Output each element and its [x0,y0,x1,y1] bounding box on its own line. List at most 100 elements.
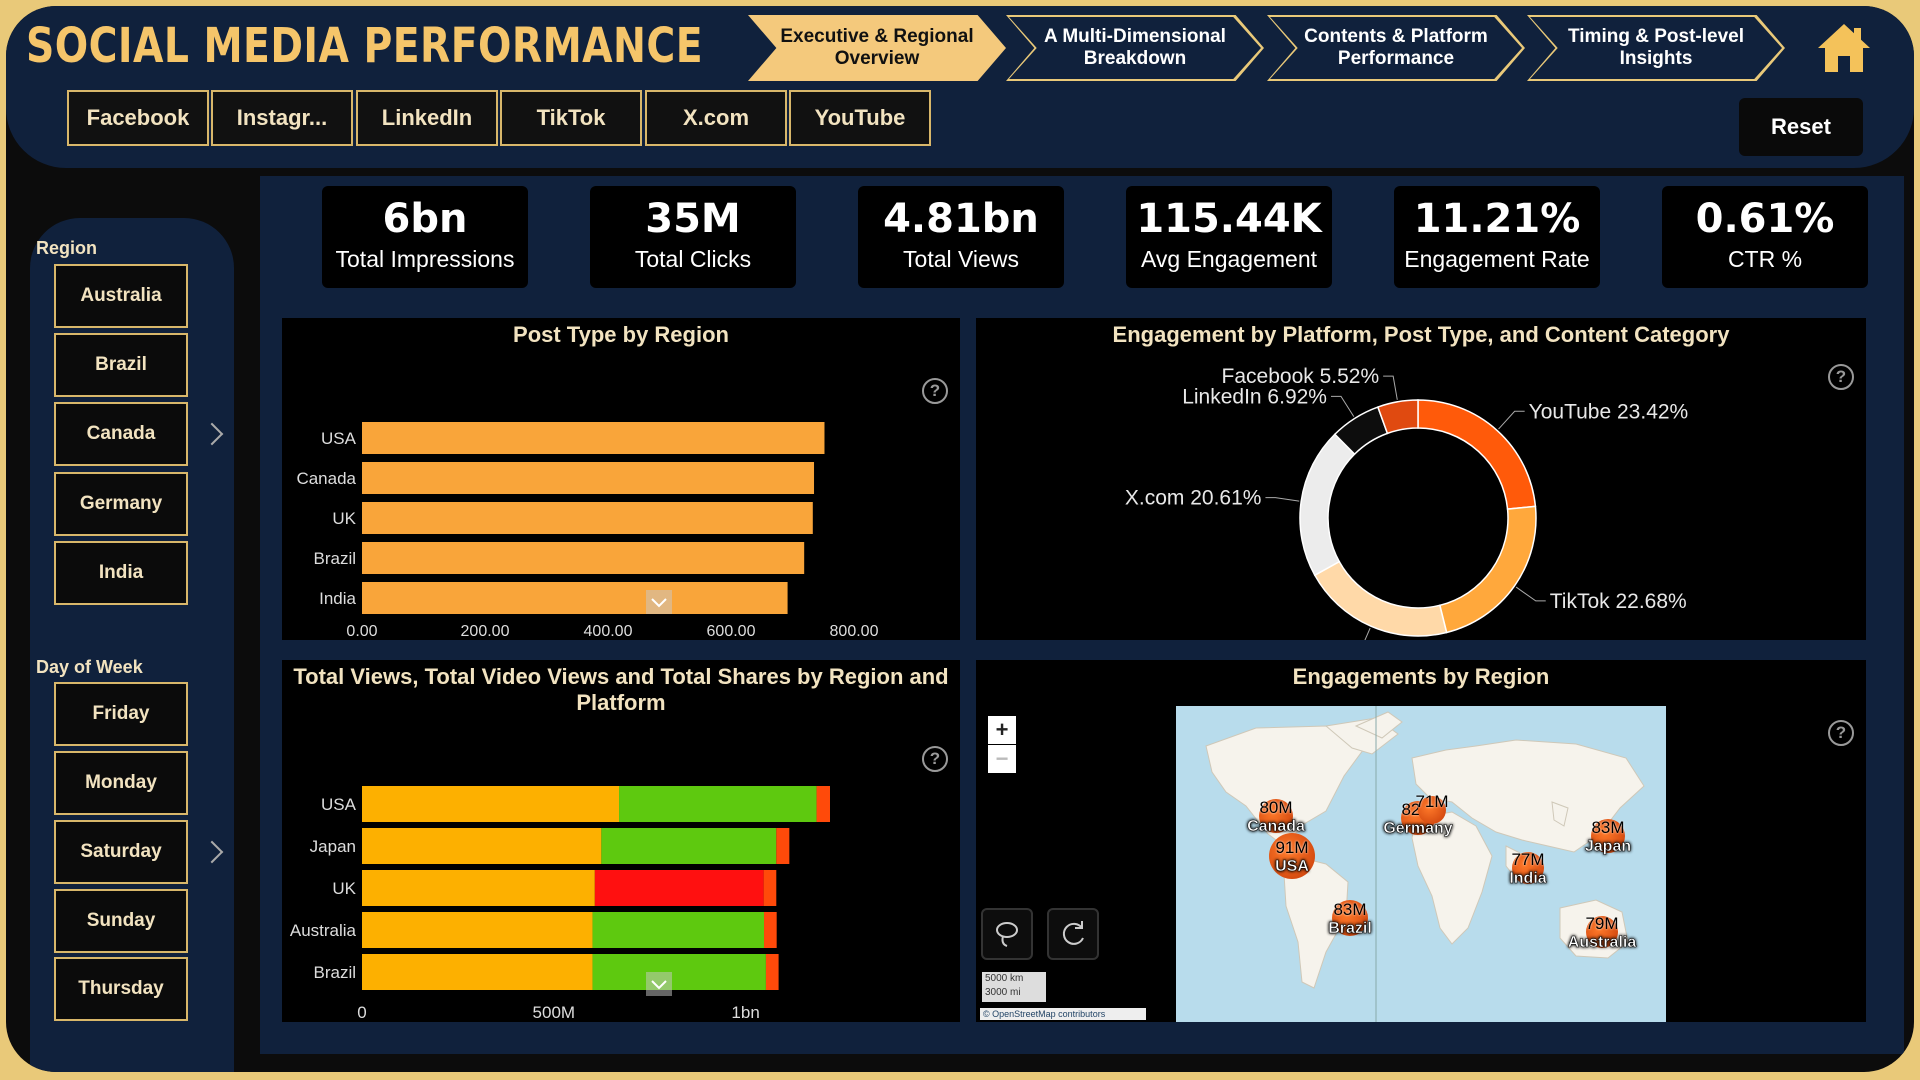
kpi-value: 11.21% [1413,196,1581,242]
scale-mi: 3000 mi [985,987,1021,998]
bar-segment[interactable] [619,786,817,822]
help-icon[interactable]: ? [1828,720,1854,746]
donut-slice[interactable] [1376,399,1419,435]
map-bubble[interactable] [1259,799,1293,833]
bar[interactable] [362,502,813,534]
region-item-india[interactable]: India [54,541,188,605]
region-item-australia[interactable]: Australia [54,264,188,328]
bubble-value: 71M [1415,792,1449,811]
day-item-friday[interactable]: Friday [54,682,188,746]
x-tick-label: 800.00 [830,623,879,640]
day-item-sunday[interactable]: Sunday [54,889,188,953]
region-item-germany[interactable]: Germany [54,472,188,536]
engagement-donut-chart: YouTube 23.42% TikTok 22.68% Instagram 20.… [1125,365,1688,640]
map-bubble[interactable] [1269,833,1315,879]
bar[interactable] [362,542,805,574]
region-item-brazil[interactable]: Brazil [54,333,188,397]
bar-segment[interactable] [816,786,830,822]
platform-button-instagram[interactable]: Instagr... [211,90,353,146]
slice-label: X.com 20.61% [1125,487,1262,510]
chart-title: Engagement by Platform, Post Type, and C… [1112,322,1730,347]
platform-button-facebook[interactable]: Facebook [67,90,209,146]
leader-line [1498,410,1525,430]
help-icon[interactable]: ? [922,378,948,404]
y-tick-label: USA [321,795,357,814]
reset-button[interactable]: Reset [1739,98,1863,156]
lasso-select-button[interactable] [981,908,1033,960]
help-icon[interactable]: ? [1828,364,1854,390]
bar-segment[interactable] [362,912,593,948]
donut-slice[interactable] [1313,560,1448,637]
map-scale-bar: 5000 km 3000 mi [982,972,1046,1002]
refresh-button[interactable] [1047,908,1099,960]
bar-segment[interactable] [764,912,777,948]
y-tick-label: Brazil [313,549,356,568]
tab-multi-dimensional[interactable]: A Multi-Dimensional Breakdown [1006,15,1264,81]
y-tick-label: Canada [296,469,356,488]
leader-line [1265,497,1300,502]
tab-label: Executive & Regional Overview [780,26,974,69]
donut-slice[interactable] [1417,399,1537,510]
bubble-value: 79M [1585,914,1619,933]
day-item-thursday[interactable]: Thursday [54,957,188,1021]
bar-segment[interactable] [362,870,595,906]
leader-line [1364,627,1371,640]
kpi-avg-engagement: 115.44K Avg Engagement [1126,186,1332,288]
region-item-canada[interactable]: Canada [54,402,188,466]
bar-segment[interactable] [362,954,593,990]
x-tick-label: 1bn [731,1003,759,1022]
x-tick-label: 500M [533,1003,576,1022]
kpi-engagement-rate: 11.21% Engagement Rate [1394,186,1600,288]
platform-button-tiktok[interactable]: TikTok [500,90,642,146]
bar-segment[interactable] [592,912,765,948]
post-type-by-region-card: Post Type by Region ? USA Canada UK Brazil I… [282,318,960,640]
y-tick-label: Brazil [313,963,356,982]
bubble-region-label: Canada [1247,818,1305,836]
x-tick-label: 0 [357,1003,366,1022]
zoom-out-button[interactable]: − [988,745,1016,773]
bar-segment[interactable] [776,828,790,864]
tab-executive-overview[interactable]: Executive & Regional Overview [748,15,1006,81]
donut-slice[interactable] [1299,433,1356,577]
map-bubble[interactable] [1512,852,1544,884]
scroll-down-icon[interactable] [646,972,672,996]
bar-segment[interactable] [594,870,764,906]
views-shares-card: Total Views, Total Video Views and Total… [282,660,960,1022]
bar[interactable] [362,462,815,494]
bar-segment[interactable] [763,870,777,906]
donut-slice[interactable] [1438,505,1537,634]
leader-line [1383,375,1398,400]
map-bubble[interactable] [1418,796,1446,824]
slice-label: Instagram 20.84% [1176,639,1346,640]
home-icon[interactable] [1816,22,1872,74]
platform-button-xcom[interactable]: X.com [645,90,787,146]
day-heading: Day of Week [36,657,143,677]
map-bubble[interactable] [1591,819,1625,853]
bar-segment[interactable] [362,786,620,822]
help-icon[interactable]: ? [922,746,948,772]
bar-segment[interactable] [362,828,602,864]
map-bubble[interactable] [1586,916,1618,948]
platform-button-youtube[interactable]: YouTube [789,90,931,146]
world-map[interactable]: 80MCanada91MUSA82MGermany71M83MJapan77MI… [1176,706,1666,1022]
bar-segment[interactable] [765,954,779,990]
bar-segment[interactable] [592,954,766,990]
bar[interactable] [362,582,788,614]
page-title: SOCIAL MEDIA PERFORMANCE [26,18,703,74]
scroll-down-icon[interactable] [646,590,672,614]
bar-segment[interactable] [601,828,777,864]
bubble-region-label: Brazil [1328,920,1372,938]
map-bubble[interactable] [1332,900,1368,936]
platform-button-linkedin[interactable]: LinkedIn [356,90,498,146]
tab-timing-insights[interactable]: Timing & Post-level Insights [1527,15,1785,81]
leader-line [1330,395,1355,417]
y-tick-label: Japan [310,837,356,856]
kpi-ctr: 0.61% CTR % [1662,186,1868,288]
tab-contents-platform[interactable]: Contents & Platform Performance [1267,15,1525,81]
day-item-monday[interactable]: Monday [54,751,188,815]
day-item-saturday[interactable]: Saturday [54,820,188,884]
zoom-in-button[interactable]: + [988,716,1016,744]
views-stacked-bar-chart: USA Japan UK Australia Brazil 0 500M 1bn [290,786,830,1022]
bubble-value: 80M [1259,798,1293,817]
bar[interactable] [362,422,825,454]
